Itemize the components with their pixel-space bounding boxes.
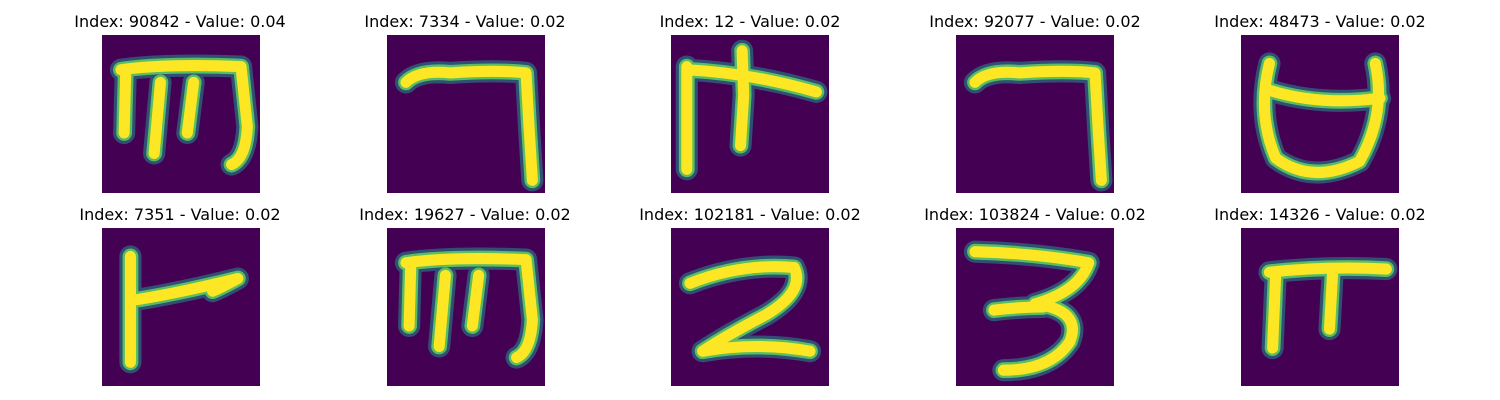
stroke-core [400,253,538,364]
panel-title: Index: 48473 - Value: 0.02 [1214,12,1426,31]
digit-image [102,228,260,386]
digit-image [102,35,260,193]
stroke-core [681,45,822,175]
digit-glyph-svg [387,35,545,193]
digit-image [387,228,545,386]
stroke-core [124,250,244,368]
digit-image [1241,35,1399,193]
panel-title: Index: 7334 - Value: 0.02 [364,12,566,31]
digit-glyph-svg [671,228,829,386]
digit-image [956,228,1114,386]
panel-title: Index: 102181 - Value: 0.02 [639,205,861,224]
stroke-core [684,261,816,357]
digit-image [671,35,829,193]
panel-title: Index: 90842 - Value: 0.04 [74,12,286,31]
digit-glyph-svg [956,228,1114,386]
digit-glyph-svg [956,35,1114,193]
stroke-core [969,246,1095,376]
panel-title: Index: 92077 - Value: 0.02 [929,12,1141,31]
panel-title: Index: 12 - Value: 0.02 [659,12,841,31]
digit-image [1241,228,1399,386]
panel-title: Index: 7351 - Value: 0.02 [79,205,281,224]
panel-title: Index: 103824 - Value: 0.02 [924,205,1146,224]
digit-glyph-svg [1241,35,1399,193]
stroke-core [1258,57,1386,178]
stroke-core [115,60,253,171]
stroke-core [1263,262,1392,354]
digit-glyph-svg [671,35,829,193]
panel-title: Index: 14326 - Value: 0.02 [1214,205,1426,224]
digit-glyph-svg [102,228,260,386]
digit-glyph-svg [1241,228,1399,386]
stroke-core [969,65,1107,186]
digit-image [671,228,829,386]
digit-glyph-svg [102,35,260,193]
digit-image [387,35,545,193]
digit-glyph-svg [387,228,545,386]
stroke-core [400,65,538,186]
image-background [671,228,829,386]
panel-title: Index: 19627 - Value: 0.02 [359,205,571,224]
digit-image [956,35,1114,193]
